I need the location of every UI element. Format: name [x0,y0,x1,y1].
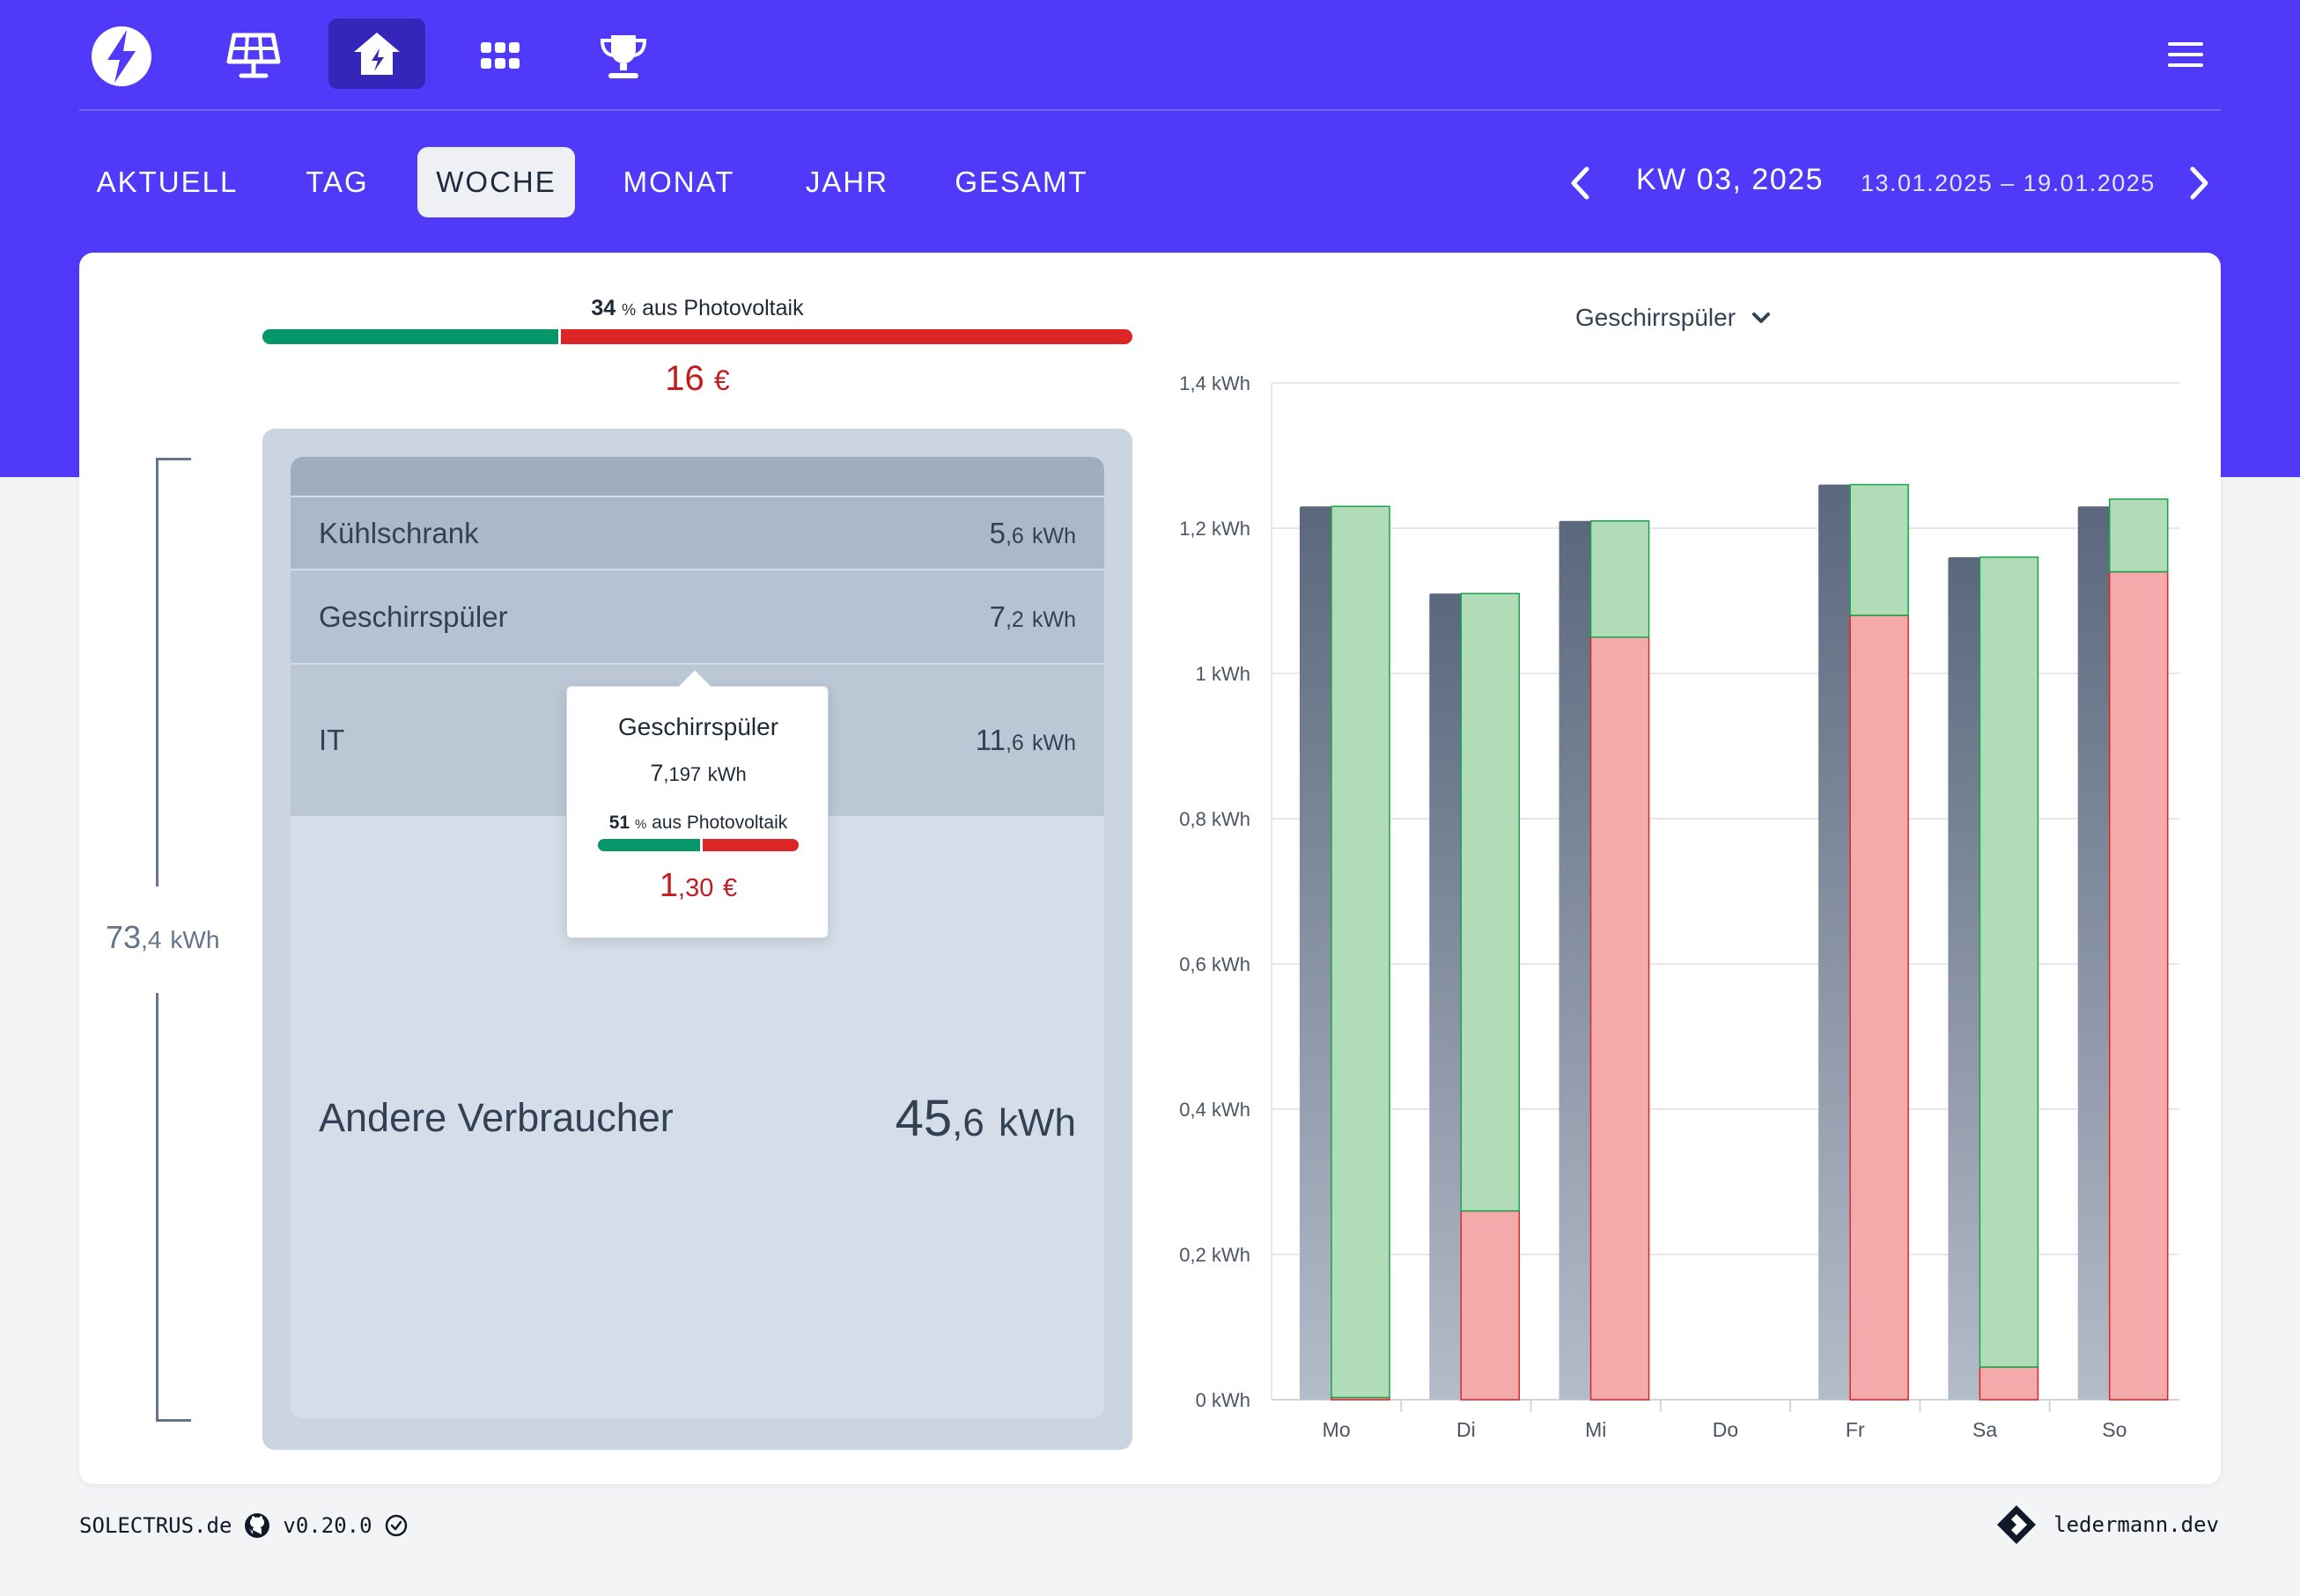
footer-credit: ledermann.dev [2053,1512,2219,1537]
pv-share-label: 34 % aus Photovoltaik [591,296,804,320]
tab-monat[interactable]: MONAT [623,165,735,198]
bar-pv-share[interactable] [1589,520,1650,638]
bar-total[interactable] [1818,484,1851,1401]
tab-woche[interactable]: WOCHE [417,147,575,217]
y-tick-label: 0,2 kWh [1179,1244,1250,1266]
github-icon[interactable] [244,1512,270,1539]
y-tick-label: 1,4 kWh [1179,372,1250,394]
y-tick-label: 0,6 kWh [1179,953,1250,975]
bar-total[interactable] [1429,593,1462,1400]
total-cost: 16 € [665,359,730,398]
consumer-select[interactable]: Geschirrspüler [1497,304,1849,332]
bar-pv-share[interactable] [1849,483,1909,616]
x-tick-label: So [2102,1418,2127,1441]
consumer-value: 5,6 kWh [989,516,1076,549]
logo-bolt-icon[interactable] [86,21,157,92]
total-consumption: 73,4 kWh [106,919,220,955]
footer-right[interactable]: ledermann.dev [1995,1504,2219,1546]
consumer-name: Andere Verbraucher [319,1095,674,1140]
period-label: KW 03, 2025 [1636,163,1825,196]
total-bracket-top [156,458,191,886]
bar-grid-share[interactable] [1979,1366,2039,1401]
consumer-tooltip: Geschirrspüler 7,197 kWh 51 % aus Photov… [566,686,829,938]
bar-grid-share[interactable] [2108,570,2169,1401]
bar-pv-share[interactable] [2108,498,2169,573]
tooltip-energy: 7,197 kWh [650,760,747,786]
footer-brand-link[interactable]: SOLECTRUS.de [79,1513,232,1538]
tab-gesamt[interactable]: GESAMT [955,165,1088,198]
tooltip-pv-green [598,839,701,851]
x-tick-label: Fr [1846,1418,1865,1441]
pv-share-bar [262,329,1132,344]
apps-grid-icon[interactable] [465,21,535,92]
bar-total[interactable] [2077,506,2110,1400]
tooltip-pv-red [703,839,799,851]
tooltip-pv-bar [598,839,799,851]
x-tick-label: Sa [1972,1418,1997,1441]
solar-panel-icon[interactable] [218,21,289,92]
x-tick-label: Mo [1323,1418,1351,1441]
consumer-name: Geschirrspüler [319,599,508,633]
x-tick-label: Di [1456,1418,1476,1441]
chevron-down-icon [1752,313,1771,323]
ledermann-logo-icon [1997,1505,2037,1544]
bar-grid-share[interactable] [1589,636,1650,1401]
pv-share-green [262,329,558,344]
tooltip-cost: 1,30 € [659,867,738,904]
chevron-right-icon[interactable] [2182,158,2217,208]
y-tick-label: 0,4 kWh [1179,1099,1250,1121]
consumer-select-label: Geschirrspüler [1574,304,1736,331]
hamburger-menu-icon[interactable] [2163,30,2208,79]
x-tick-label: Mi [1585,1418,1606,1441]
y-tick-label: 1 kWh [1196,663,1250,685]
house-icon[interactable] [328,18,425,89]
bar-grid-share[interactable] [1460,1210,1521,1401]
y-tick-label: 1,2 kWh [1179,518,1250,540]
bar-pv-share[interactable] [1460,592,1521,1212]
consumer-row-geschirrspueler[interactable]: Geschirrspüler 7,2 kWh [291,570,1104,663]
footer-version[interactable]: v0.20.0 [283,1513,372,1538]
bar-total[interactable] [1948,557,1980,1400]
consumer-row-kuehlschrank[interactable]: Kühlschrank 5,6 kWh [291,497,1104,569]
tooltip-title: Geschirrspüler [617,713,779,740]
chevron-left-icon[interactable] [1562,158,1597,208]
consumer-value: 7,2 kWh [989,599,1076,633]
bar-total[interactable] [1559,520,1591,1400]
tab-jahr[interactable]: JAHR [805,165,889,198]
check-circle-icon [385,1514,407,1537]
bar-total[interactable] [1300,506,1331,1400]
consumer-name: IT [319,724,345,756]
y-tick-label: 0,8 kWh [1179,808,1250,830]
pv-share-red [560,329,1132,344]
period-range: 13.01.2025 – 19.01.2025 [1861,170,2156,196]
tab-aktuell[interactable]: AKTUELL [96,165,239,198]
bar-pv-share[interactable] [1331,505,1390,1399]
header-divider [79,109,2221,111]
total-bracket-bottom [156,993,191,1422]
y-tick-label: 0 kWh [1196,1389,1250,1411]
tooltip-pv-share: 51 % aus Photovoltaik [608,813,788,833]
consumption-chart: 0 kWh 0,2 kWh 0,4 kWh 0,6 kWh 0,8 kWh 1 kWh 1,… [1179,372,2179,1441]
consumer-row-top-spacer [291,457,1104,496]
consumer-value: 11,6 kWh [975,724,1076,756]
footer-left: SOLECTRUS.de v0.20.0 [79,1512,408,1539]
x-tick-label: Do [1713,1418,1738,1441]
bar-pv-share[interactable] [1979,556,2039,1368]
trophy-icon[interactable] [588,21,659,92]
bar-grid-share[interactable] [1849,614,1909,1401]
consumer-name: Kühlschrank [319,516,479,549]
tab-tag[interactable]: TAG [306,165,369,198]
consumer-value: 45,6 kWh [895,1089,1076,1147]
